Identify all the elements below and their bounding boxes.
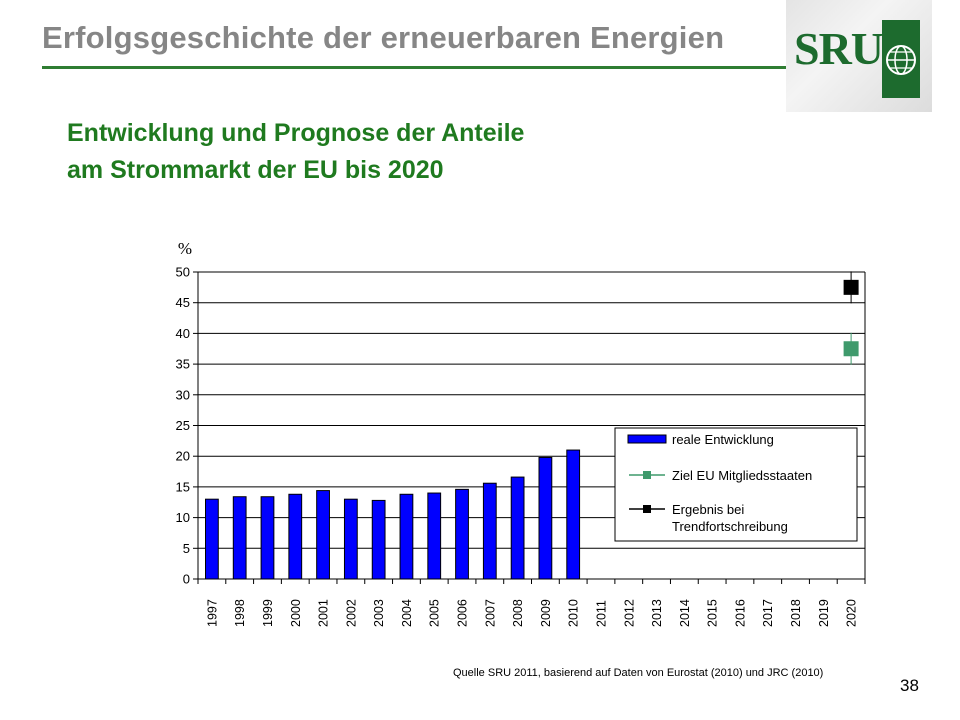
slide-subtitle: Entwicklung und Prognose der Anteile am …: [67, 115, 524, 189]
y-tick-label: 35: [176, 357, 190, 372]
x-tick-label: 1997: [205, 599, 219, 627]
x-tick-label: 2009: [539, 599, 553, 627]
x-tick-label: 2003: [372, 599, 386, 627]
globe-icon: [882, 20, 920, 98]
bar: [343, 498, 358, 580]
y-tick-label: 30: [176, 387, 190, 402]
point-marker: [843, 341, 859, 357]
bar: [482, 482, 497, 580]
bar: [399, 493, 414, 580]
bar: [316, 490, 330, 580]
x-tick-label: 2012: [622, 599, 636, 627]
sru-logo: SRU: [786, 0, 932, 112]
x-tick-label: 2002: [344, 599, 358, 627]
y-tick-label: 5: [183, 541, 190, 556]
legend-marker: [643, 505, 651, 513]
title-divider: [42, 66, 797, 69]
x-tick-label: 2008: [511, 599, 525, 627]
bar: [288, 493, 303, 580]
y-tick-label: 25: [176, 418, 190, 433]
legend-label: Ergebnis bei: [672, 502, 744, 517]
subtitle-line-1: Entwicklung und Prognose der Anteile: [67, 119, 525, 147]
x-tick-label: 2015: [706, 599, 720, 627]
y-tick-label: 45: [176, 295, 190, 310]
source-note: Quelle SRU 2011, basierend auf Daten von…: [453, 667, 824, 679]
slide-title: Erfolgsgeschichte der erneuerbaren Energ…: [42, 20, 725, 55]
page-number: 38: [900, 676, 919, 695]
x-tick-label: 2007: [483, 599, 497, 627]
x-tick-label: 2014: [678, 599, 692, 627]
x-tick-label: 2018: [789, 599, 803, 627]
bar: [455, 488, 469, 580]
x-tick-label: 2005: [428, 599, 442, 627]
bar: [205, 498, 219, 580]
x-tick-label: 1999: [261, 599, 275, 627]
x-tick-label: 2011: [594, 600, 608, 627]
point-marker: [843, 279, 859, 295]
y-tick-label: 0: [183, 572, 190, 587]
legend-marker: [643, 471, 651, 479]
x-tick-label: 2013: [650, 599, 664, 627]
y-axis-label: %: [178, 239, 192, 258]
bar: [510, 476, 525, 580]
bar: [538, 456, 553, 580]
x-tick-label: 2001: [317, 599, 331, 627]
x-tick-label: 2010: [567, 599, 581, 627]
legend-label: reale Entwicklung: [672, 432, 774, 447]
bar: [232, 496, 247, 580]
x-tick-label: 2000: [289, 599, 303, 627]
y-tick-label: 50: [176, 265, 190, 280]
x-tick-label: 2019: [817, 599, 831, 627]
x-tick-label: 2004: [400, 599, 414, 627]
legend-label: Trendfortschreibung: [672, 519, 788, 534]
y-tick-label: 15: [176, 479, 190, 494]
y-tick-label: 10: [176, 510, 190, 525]
x-tick-label: 2006: [456, 599, 470, 627]
legend-swatch: [627, 434, 667, 444]
legend-label: Ziel EU Mitgliedsstaaten: [672, 468, 812, 483]
x-tick-label: 1998: [233, 599, 247, 627]
legend-box: [614, 427, 858, 542]
x-tick-label: 2017: [761, 599, 775, 627]
y-tick-label: 20: [176, 449, 190, 464]
bar: [566, 449, 581, 580]
y-tick-label: 40: [176, 326, 190, 341]
logo-text: SRU: [794, 23, 884, 74]
bar: [371, 499, 386, 580]
x-tick-label: 2020: [845, 599, 859, 627]
bar: [427, 492, 442, 580]
bar: [260, 496, 275, 580]
subtitle-line-2: am Strommarkt der EU bis 2020: [67, 156, 444, 184]
x-tick-label: 2016: [733, 599, 747, 627]
